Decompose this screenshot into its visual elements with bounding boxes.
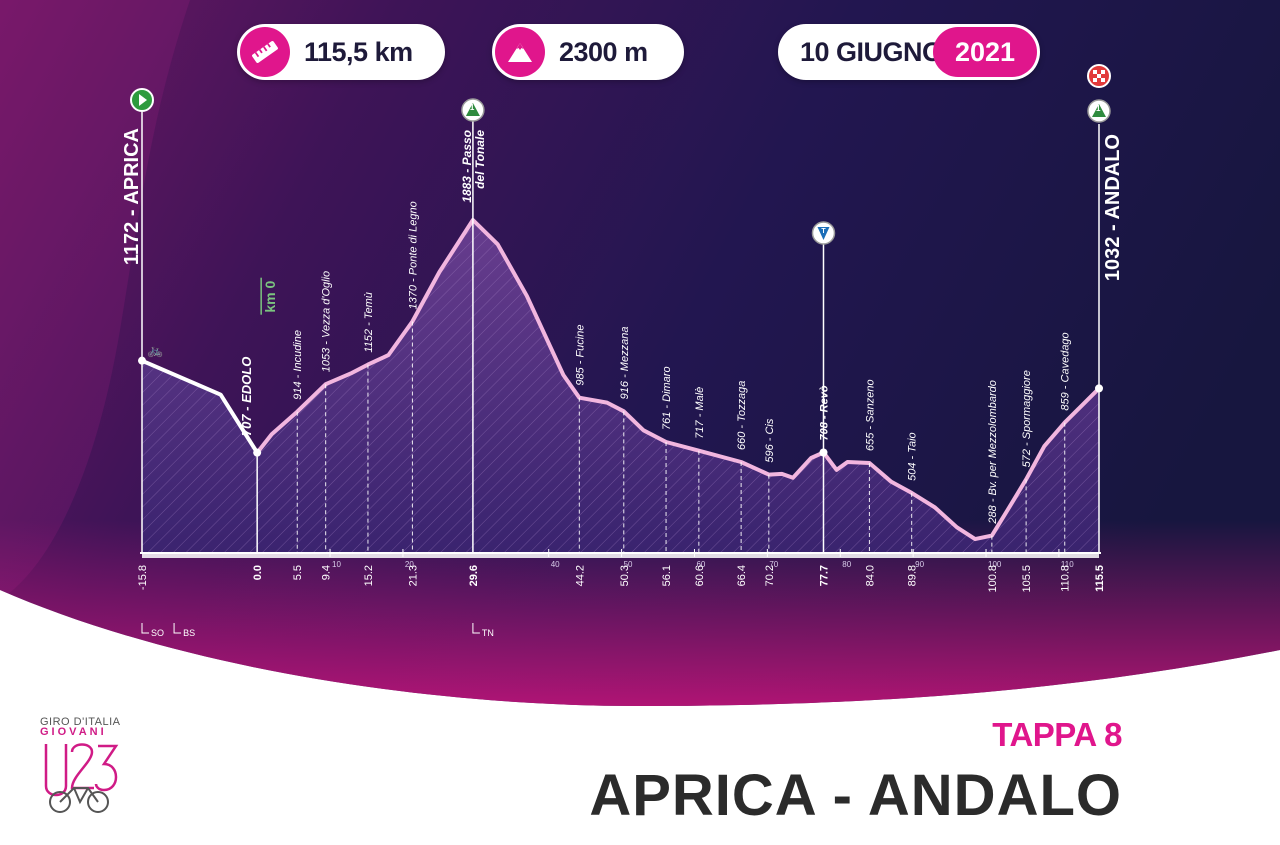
x-tick-label: 66.4	[736, 565, 748, 586]
x-tick-label: 21.3	[407, 565, 419, 586]
finish-mountain-icon	[1092, 104, 1106, 117]
waypoint-label: 660 - Tozzaga	[736, 381, 748, 450]
sprint-dot	[819, 448, 828, 457]
km0-dot	[253, 448, 262, 457]
waypoint-label: 914 - Incudine	[292, 330, 304, 400]
waypoint-label: 1053 - Vezza d'Oglio	[321, 271, 333, 372]
summit-gpm-category: 1	[470, 103, 475, 112]
province-label: BS	[183, 628, 195, 638]
finish-checker-cell	[1101, 70, 1105, 74]
province-label: SO	[151, 628, 164, 638]
minor-tick-label: 110	[1061, 560, 1074, 569]
waypoint-label: 717 - Malè	[694, 387, 706, 439]
finish-label: 1032 - ANDALO	[1102, 134, 1124, 281]
bicycle-icon: 🚲	[147, 344, 163, 359]
x-tick-label: 110.8	[1060, 565, 1072, 592]
waypoint-label: 655 - Sanzeno	[864, 379, 876, 451]
x-tick-label: 9.4	[321, 565, 333, 580]
logo-u23-mark	[44, 743, 119, 813]
elevation-badge: 2300 m	[492, 24, 684, 80]
x-axis-band	[142, 554, 1099, 558]
mountain-icon	[495, 27, 545, 77]
start-play-icon	[139, 94, 147, 106]
giro-giovani-u23-logo: GIRO D'ITALIA GIOVANI	[40, 716, 132, 834]
finish-checker-cell	[1093, 78, 1097, 82]
x-tick-label: 5.5	[292, 565, 304, 580]
x-tick-label: 56.1	[661, 565, 673, 586]
finish-gpm-category: 1	[1096, 104, 1101, 113]
waypoint-label: 916 - Mezzana	[619, 327, 631, 400]
logo-line2: GIOVANI	[40, 726, 107, 738]
finish-checker-cell	[1093, 70, 1097, 74]
minor-tick-label: 40	[551, 560, 560, 569]
start-label: 1172 - APRICA	[121, 128, 143, 265]
neutral-section-outline	[141, 358, 259, 454]
waypoint-label: 288 - Bv. per Mezzolombardo	[987, 380, 999, 524]
minor-tick-label: 80	[842, 560, 851, 569]
minor-tick-label: 60	[696, 560, 705, 569]
province-arrow	[141, 623, 149, 634]
minor-tick-label: 20	[405, 560, 414, 569]
x-tick-label: 29.6	[468, 565, 480, 586]
waypoint-label: 1152 - Temù	[363, 292, 375, 353]
x-tick-label: 115.5	[1094, 565, 1106, 592]
waypoint-label: 596 - Cis	[764, 418, 776, 463]
minor-tick-label: 10	[332, 560, 341, 569]
logo-line1: GIRO D'ITALIA	[40, 716, 121, 728]
waypoint-label: 761 - Dimaro	[661, 366, 673, 430]
province-arrow	[472, 623, 480, 634]
x-tick-label: -15.8	[137, 565, 149, 590]
x-tick-label: 44.2	[574, 565, 586, 586]
province-arrow	[173, 623, 182, 634]
minor-tick-label: 90	[915, 560, 924, 569]
summit-label-line1: 1883 - Passo	[460, 130, 474, 203]
distance-badge: 115,5 km	[237, 24, 445, 80]
x-tick-label: 0.0	[252, 565, 264, 580]
labels-layer: 10 20 40 50 60 70 80 90 100 110 -15.8 0.0 5.5 9.4 15.2…	[121, 64, 1124, 638]
km0-place-label: 707 - EDOLO	[239, 357, 254, 436]
waypoint-label: 572 - Spormaggiore	[1021, 370, 1033, 467]
x-tick-label: 84.0	[864, 565, 876, 586]
minor-tick-label: 70	[769, 560, 778, 569]
km0-marker: km 0	[262, 281, 278, 313]
x-tick-label: 100.8	[987, 565, 999, 593]
minor-tick-label: 50	[624, 560, 633, 569]
sprint-badge-letter: T	[821, 228, 826, 235]
stage-number: TAPPA 8	[992, 716, 1122, 753]
waypoint-label: 504 - Taio	[907, 432, 919, 481]
date-value: 10 GIUGNO	[800, 36, 943, 67]
waypoint-label: 1370 - Ponte di Legno	[407, 201, 419, 309]
finish-dot	[1095, 384, 1103, 393]
x-tick-label: 15.2	[363, 565, 375, 586]
x-tick-label: 50.3	[619, 565, 631, 586]
waypoint-label: 985 - Fucine	[574, 325, 586, 386]
waypoint-label: 708 - Revò	[818, 385, 830, 440]
province-label: TN	[482, 628, 494, 638]
summit-label-line2: del Tonale	[473, 130, 487, 189]
summit-mountain-icon	[465, 103, 480, 116]
distance-value: 115,5 km	[304, 36, 413, 67]
ruler-icon	[240, 27, 290, 77]
x-tick-label: 89.8	[907, 565, 919, 586]
profile-layer	[140, 112, 1101, 558]
elevation-value: 2300 m	[559, 36, 648, 67]
waypoint-label: 859 - Cavedago	[1060, 332, 1072, 410]
finish-checker-cell	[1101, 78, 1105, 82]
minor-tick-label: 100	[988, 560, 1002, 569]
profile-hatch	[142, 220, 1099, 553]
year-chip: 2021	[933, 27, 1037, 77]
finish-checker-cell	[1097, 74, 1101, 78]
date-badge: 10 GIUGNO 2021	[778, 24, 1040, 80]
x-tick-label: 70.2	[764, 565, 776, 586]
x-tick-label: 60.6	[694, 565, 706, 586]
sprint-triangle-icon	[817, 227, 830, 240]
x-tick-label: 77.7	[818, 565, 830, 586]
profile-outline	[255, 218, 1101, 542]
stage-route-title: APRICA - ANDALO	[589, 763, 1122, 828]
start-dot	[138, 356, 146, 365]
x-tick-label: 105.5	[1021, 565, 1033, 593]
